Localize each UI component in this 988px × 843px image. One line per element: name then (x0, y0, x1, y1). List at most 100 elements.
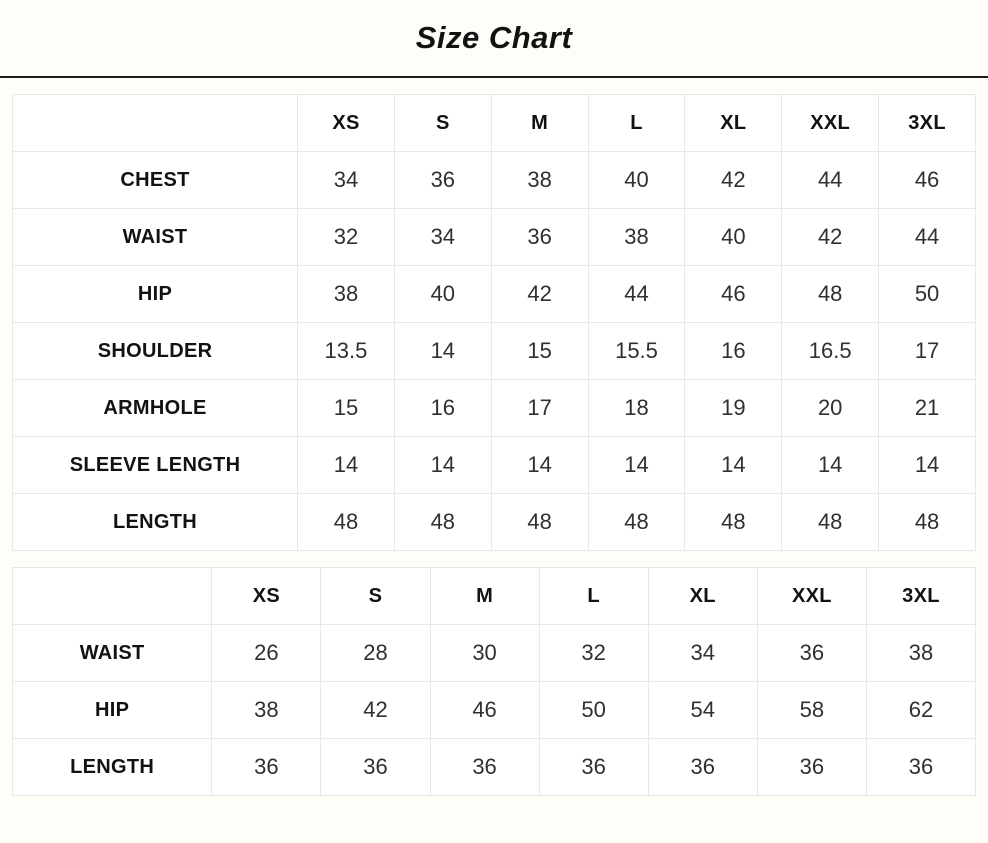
size-value: 38 (297, 265, 395, 323)
size-value: 44 (781, 151, 880, 209)
row-label: SHOULDER (11, 322, 299, 380)
size-value: 36 (538, 738, 649, 796)
size-value: 30 (429, 624, 540, 682)
corner-cell (11, 94, 299, 152)
column-header-s: S (320, 567, 431, 625)
column-header-l: L (587, 94, 686, 152)
size-value: 38 (587, 208, 686, 266)
size-value: 14 (684, 436, 783, 494)
size-value: 14 (393, 322, 492, 380)
size-value: 36 (429, 738, 540, 796)
size-value: 42 (320, 681, 431, 739)
size-value: 46 (878, 151, 976, 209)
column-header-xl: XL (647, 567, 758, 625)
size-value: 58 (756, 681, 867, 739)
size-value: 26 (211, 624, 322, 682)
row-label: CHEST (11, 151, 299, 209)
row-label: LENGTH (11, 493, 299, 551)
row-label: HIP (11, 681, 213, 739)
size-value: 14 (781, 436, 880, 494)
table-row-armhole: ARMHOLE 15 16 17 18 19 20 21 (11, 379, 976, 437)
size-value: 14 (297, 436, 395, 494)
size-value: 15 (490, 322, 589, 380)
size-value: 40 (587, 151, 686, 209)
size-value: 48 (297, 493, 395, 551)
row-label: SLEEVE LENGTH (11, 436, 299, 494)
size-value: 32 (538, 624, 649, 682)
size-value: 34 (297, 151, 395, 209)
size-value: 36 (211, 738, 322, 796)
column-header-3xl: 3XL (865, 567, 977, 625)
size-value: 19 (684, 379, 783, 437)
size-value: 62 (865, 681, 977, 739)
size-value: 50 (878, 265, 976, 323)
row-label: HIP (11, 265, 299, 323)
size-value: 20 (781, 379, 880, 437)
column-header-xxl: XXL (781, 94, 880, 152)
size-value: 48 (878, 493, 976, 551)
size-value: 16.5 (781, 322, 880, 380)
size-value: 42 (684, 151, 783, 209)
table-row-chest: CHEST 34 36 38 40 42 44 46 (11, 151, 976, 209)
size-value: 48 (781, 265, 880, 323)
table-row-sleeve-length: SLEEVE LENGTH 14 14 14 14 14 14 14 (11, 436, 976, 494)
column-header-xs: XS (297, 94, 395, 152)
size-value: 15 (297, 379, 395, 437)
row-label: LENGTH (11, 738, 213, 796)
size-value: 36 (647, 738, 758, 796)
size-value: 50 (538, 681, 649, 739)
size-value: 38 (211, 681, 322, 739)
size-value: 14 (490, 436, 589, 494)
table-row-shoulder: SHOULDER 13.5 14 15 15.5 16 16.5 17 (11, 322, 976, 380)
table-row-waist: WAIST 26 28 30 32 34 36 38 (11, 624, 977, 682)
size-value: 14 (878, 436, 976, 494)
size-value: 44 (878, 208, 976, 266)
size-value: 44 (587, 265, 686, 323)
title-divider (0, 76, 988, 78)
size-value: 32 (297, 208, 395, 266)
size-value: 13.5 (297, 322, 395, 380)
size-value: 48 (490, 493, 589, 551)
table-row-length: LENGTH 36 36 36 36 36 36 36 (11, 738, 977, 796)
column-header-s: S (393, 94, 492, 152)
row-label: WAIST (11, 624, 213, 682)
size-value: 17 (490, 379, 589, 437)
tops-size-table: XS S M L XL XXL 3XL CHEST 34 36 38 40 42… (11, 94, 976, 551)
table-row-waist: WAIST 32 34 36 38 40 42 44 (11, 208, 976, 266)
size-value: 18 (587, 379, 686, 437)
size-value: 36 (865, 738, 977, 796)
size-value: 54 (647, 681, 758, 739)
size-value: 40 (393, 265, 492, 323)
bottoms-size-table: XS S M L XL XXL 3XL WAIST 26 28 30 32 34… (11, 567, 977, 796)
size-value: 48 (684, 493, 783, 551)
column-header-xs: XS (211, 567, 322, 625)
size-value: 34 (393, 208, 492, 266)
size-value: 48 (393, 493, 492, 551)
row-label: WAIST (11, 208, 299, 266)
page-title: Size Chart (415, 20, 573, 55)
size-value: 46 (429, 681, 540, 739)
size-value: 48 (781, 493, 880, 551)
size-value: 14 (393, 436, 492, 494)
size-value: 36 (320, 738, 431, 796)
size-chart-content: XS S M L XL XXL 3XL CHEST 34 36 38 40 42… (0, 78, 988, 796)
column-header-m: M (490, 94, 589, 152)
table-row-length: LENGTH 48 48 48 48 48 48 48 (11, 493, 976, 551)
size-value: 38 (490, 151, 589, 209)
size-value: 14 (587, 436, 686, 494)
column-header-m: M (429, 567, 540, 625)
size-value: 17 (878, 322, 976, 380)
row-label: ARMHOLE (11, 379, 299, 437)
size-value: 36 (756, 738, 867, 796)
size-value: 48 (587, 493, 686, 551)
size-value: 40 (684, 208, 783, 266)
size-value: 28 (320, 624, 431, 682)
table-row-hip: HIP 38 40 42 44 46 48 50 (11, 265, 976, 323)
table-row-hip: HIP 38 42 46 50 54 58 62 (11, 681, 977, 739)
size-value: 38 (865, 624, 977, 682)
size-value: 36 (393, 151, 492, 209)
column-header-xxl: XXL (756, 567, 867, 625)
column-header-l: L (538, 567, 649, 625)
page-header: Size Chart (0, 0, 988, 78)
corner-cell (11, 567, 213, 625)
